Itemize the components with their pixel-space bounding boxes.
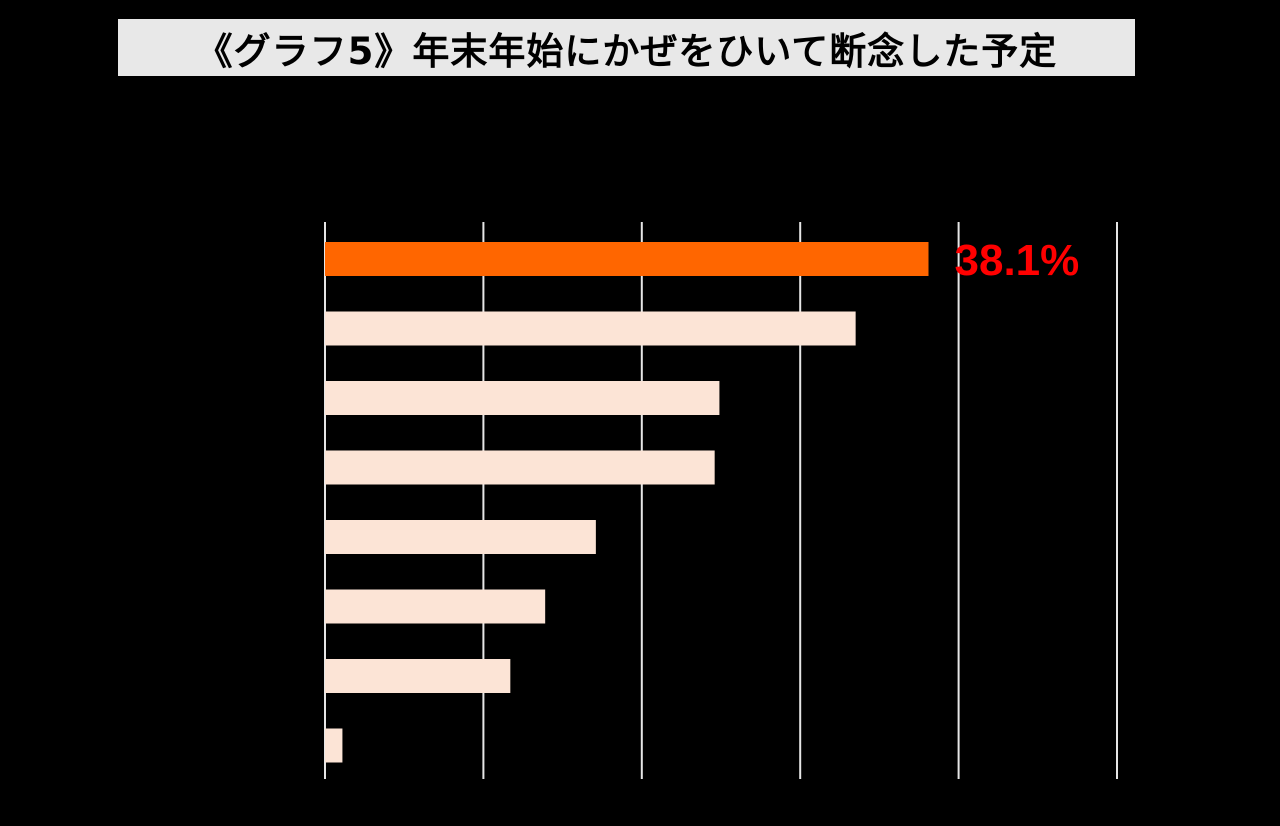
data-labels: 38.1% bbox=[955, 236, 1080, 285]
bar bbox=[325, 242, 929, 276]
bar bbox=[325, 728, 343, 763]
chart-title-box: 《グラフ5》年末年始にかぜをひいて断念した予定 bbox=[118, 19, 1135, 76]
bar bbox=[325, 311, 856, 346]
grid-lines bbox=[324, 222, 1118, 779]
bar bbox=[325, 520, 596, 554]
bar bbox=[325, 381, 720, 415]
bar bbox=[325, 589, 546, 624]
bar bbox=[325, 450, 715, 485]
chart-title: 《グラフ5》年末年始にかぜをひいて断念した予定 bbox=[195, 29, 1058, 73]
data-label: 38.1% bbox=[955, 236, 1080, 285]
bars bbox=[325, 242, 929, 763]
bar bbox=[325, 659, 511, 693]
